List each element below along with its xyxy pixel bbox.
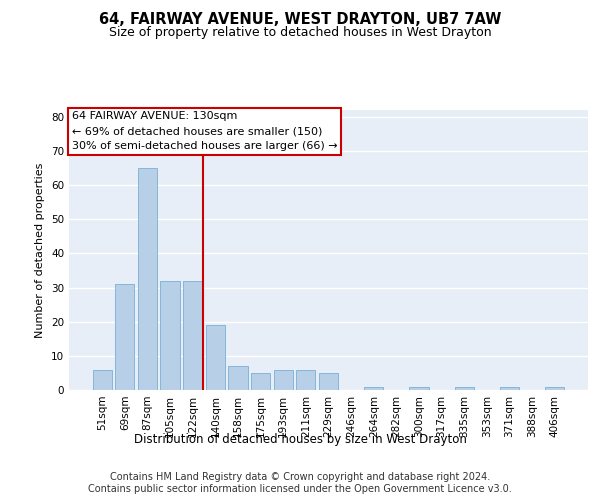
Text: Distribution of detached houses by size in West Drayton: Distribution of detached houses by size …: [134, 432, 466, 446]
Text: 64, FAIRWAY AVENUE, WEST DRAYTON, UB7 7AW: 64, FAIRWAY AVENUE, WEST DRAYTON, UB7 7A…: [99, 12, 501, 28]
Bar: [455, 386, 474, 390]
Text: 64 FAIRWAY AVENUE: 130sqm
← 69% of detached houses are smaller (150)
30% of semi: 64 FAIRWAY AVENUE: 130sqm ← 69% of detac…: [71, 112, 337, 151]
Bar: [500, 386, 519, 390]
Bar: [115, 284, 134, 390]
Bar: [545, 386, 565, 390]
Bar: [138, 168, 157, 390]
Bar: [92, 370, 112, 390]
Bar: [206, 325, 225, 390]
Bar: [364, 386, 383, 390]
Bar: [183, 280, 202, 390]
Bar: [274, 370, 293, 390]
Y-axis label: Number of detached properties: Number of detached properties: [35, 162, 46, 338]
Bar: [229, 366, 248, 390]
Bar: [409, 386, 428, 390]
Bar: [160, 280, 180, 390]
Bar: [319, 373, 338, 390]
Bar: [251, 373, 270, 390]
Text: Size of property relative to detached houses in West Drayton: Size of property relative to detached ho…: [109, 26, 491, 39]
Text: Contains HM Land Registry data © Crown copyright and database right 2024.
Contai: Contains HM Land Registry data © Crown c…: [88, 472, 512, 494]
Bar: [296, 370, 316, 390]
